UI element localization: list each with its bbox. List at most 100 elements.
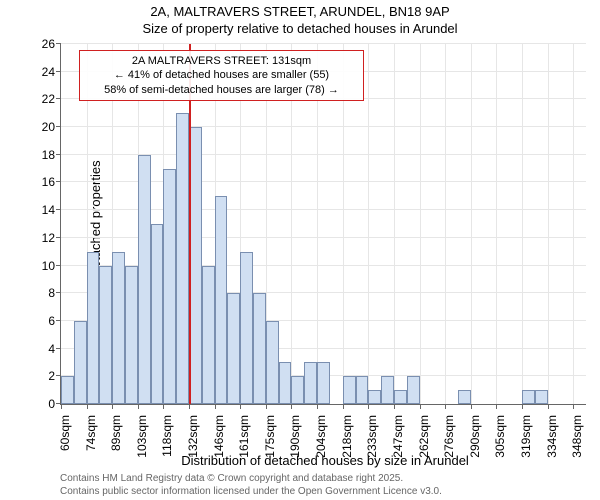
ytick-label: 6 bbox=[48, 314, 55, 328]
histogram-bar bbox=[368, 390, 381, 404]
histogram-bar bbox=[227, 293, 240, 404]
xtick-label: 103sqm bbox=[135, 415, 149, 458]
ytick-label: 14 bbox=[42, 203, 55, 217]
xtick-mark bbox=[266, 404, 267, 409]
ytick-mark bbox=[56, 98, 61, 99]
histogram-bar bbox=[240, 252, 253, 404]
ytick-mark bbox=[56, 320, 61, 321]
title-line-2: Size of property relative to detached ho… bbox=[0, 21, 600, 38]
xtick-label: 132sqm bbox=[186, 415, 200, 458]
ytick-label: 18 bbox=[42, 148, 55, 162]
ytick-label: 16 bbox=[42, 175, 55, 189]
attribution-line-1: Contains HM Land Registry data © Crown c… bbox=[60, 472, 442, 485]
ytick-mark bbox=[56, 71, 61, 72]
ytick-label: 20 bbox=[42, 120, 55, 134]
ytick-label: 4 bbox=[48, 342, 55, 356]
xtick-label: 175sqm bbox=[263, 415, 277, 458]
gridline-v bbox=[496, 44, 497, 404]
xtick-label: 334sqm bbox=[545, 415, 559, 458]
xtick-label: 348sqm bbox=[570, 415, 584, 458]
histogram-bar bbox=[99, 266, 112, 404]
ytick-mark bbox=[56, 237, 61, 238]
histogram-bar bbox=[279, 362, 292, 404]
xtick-mark bbox=[61, 404, 62, 409]
xtick-mark bbox=[420, 404, 421, 409]
xtick-mark bbox=[343, 404, 344, 409]
ytick-mark bbox=[56, 265, 61, 266]
histogram-bar bbox=[176, 113, 189, 404]
gridline-v bbox=[548, 44, 549, 404]
xtick-label: 276sqm bbox=[442, 415, 456, 458]
callout-box: 2A MALTRAVERS STREET: 131sqm← 41% of det… bbox=[79, 50, 364, 101]
gridline-v bbox=[420, 44, 421, 404]
chart-container: 2A, MALTRAVERS STREET, ARUNDEL, BN18 9AP… bbox=[0, 0, 600, 500]
xtick-mark bbox=[87, 404, 88, 409]
histogram-bar bbox=[266, 321, 279, 404]
ytick-mark bbox=[56, 181, 61, 182]
xtick-label: 161sqm bbox=[237, 415, 251, 458]
callout-line: ← 41% of detached houses are smaller (55… bbox=[86, 68, 357, 82]
x-axis-label: Distribution of detached houses by size … bbox=[60, 453, 590, 468]
histogram-bar bbox=[458, 390, 471, 404]
xtick-label: 290sqm bbox=[468, 415, 482, 458]
histogram-bar bbox=[356, 376, 369, 404]
callout-line: 58% of semi-detached houses are larger (… bbox=[86, 83, 357, 97]
ytick-label: 0 bbox=[48, 397, 55, 411]
ytick-mark bbox=[56, 43, 61, 44]
xtick-label: 233sqm bbox=[365, 415, 379, 458]
histogram-bar bbox=[151, 224, 164, 404]
xtick-mark bbox=[368, 404, 369, 409]
histogram-bar bbox=[112, 252, 125, 404]
ytick-label: 10 bbox=[42, 259, 55, 273]
ytick-label: 12 bbox=[42, 231, 55, 245]
histogram-bar bbox=[61, 376, 74, 404]
histogram-bar bbox=[394, 390, 407, 404]
histogram-bar bbox=[304, 362, 317, 404]
histogram-bar bbox=[202, 266, 215, 404]
ytick-label: 26 bbox=[42, 37, 55, 51]
gridline-h bbox=[61, 126, 586, 127]
xtick-label: 89sqm bbox=[109, 415, 123, 451]
gridline-v bbox=[368, 44, 369, 404]
histogram-bar bbox=[138, 155, 151, 404]
ytick-mark bbox=[56, 126, 61, 127]
ytick-mark bbox=[56, 154, 61, 155]
attribution-line-2: Contains public sector information licen… bbox=[60, 485, 442, 498]
title-line-1: 2A, MALTRAVERS STREET, ARUNDEL, BN18 9AP bbox=[0, 4, 600, 21]
ytick-label: 22 bbox=[42, 92, 55, 106]
histogram-bar bbox=[522, 390, 535, 404]
histogram-bar bbox=[381, 376, 394, 404]
histogram-bar bbox=[215, 196, 228, 404]
xtick-mark bbox=[471, 404, 472, 409]
histogram-bar bbox=[291, 376, 304, 404]
xtick-label: 60sqm bbox=[58, 415, 72, 451]
gridline-v bbox=[573, 44, 574, 404]
xtick-mark bbox=[548, 404, 549, 409]
xtick-label: 146sqm bbox=[212, 415, 226, 458]
gridline-v bbox=[471, 44, 472, 404]
xtick-mark bbox=[394, 404, 395, 409]
xtick-mark bbox=[240, 404, 241, 409]
xtick-mark bbox=[138, 404, 139, 409]
histogram-bar bbox=[317, 362, 330, 404]
xtick-mark bbox=[445, 404, 446, 409]
xtick-label: 118sqm bbox=[160, 415, 174, 457]
gridline-v bbox=[394, 44, 395, 404]
xtick-mark bbox=[573, 404, 574, 409]
xtick-label: 305sqm bbox=[493, 415, 507, 458]
xtick-label: 262sqm bbox=[417, 415, 431, 458]
histogram-bar bbox=[407, 376, 420, 404]
xtick-label: 218sqm bbox=[340, 415, 354, 458]
gridline-v bbox=[522, 44, 523, 404]
ytick-mark bbox=[56, 209, 61, 210]
xtick-label: 204sqm bbox=[314, 415, 328, 458]
xtick-mark bbox=[189, 404, 190, 409]
ytick-label: 2 bbox=[48, 369, 55, 383]
histogram-bar bbox=[163, 169, 176, 404]
xtick-mark bbox=[215, 404, 216, 409]
ytick-mark bbox=[56, 292, 61, 293]
histogram-bar bbox=[343, 376, 356, 404]
histogram-bar bbox=[87, 252, 100, 404]
ytick-label: 8 bbox=[48, 286, 55, 300]
ytick-label: 24 bbox=[42, 65, 55, 79]
